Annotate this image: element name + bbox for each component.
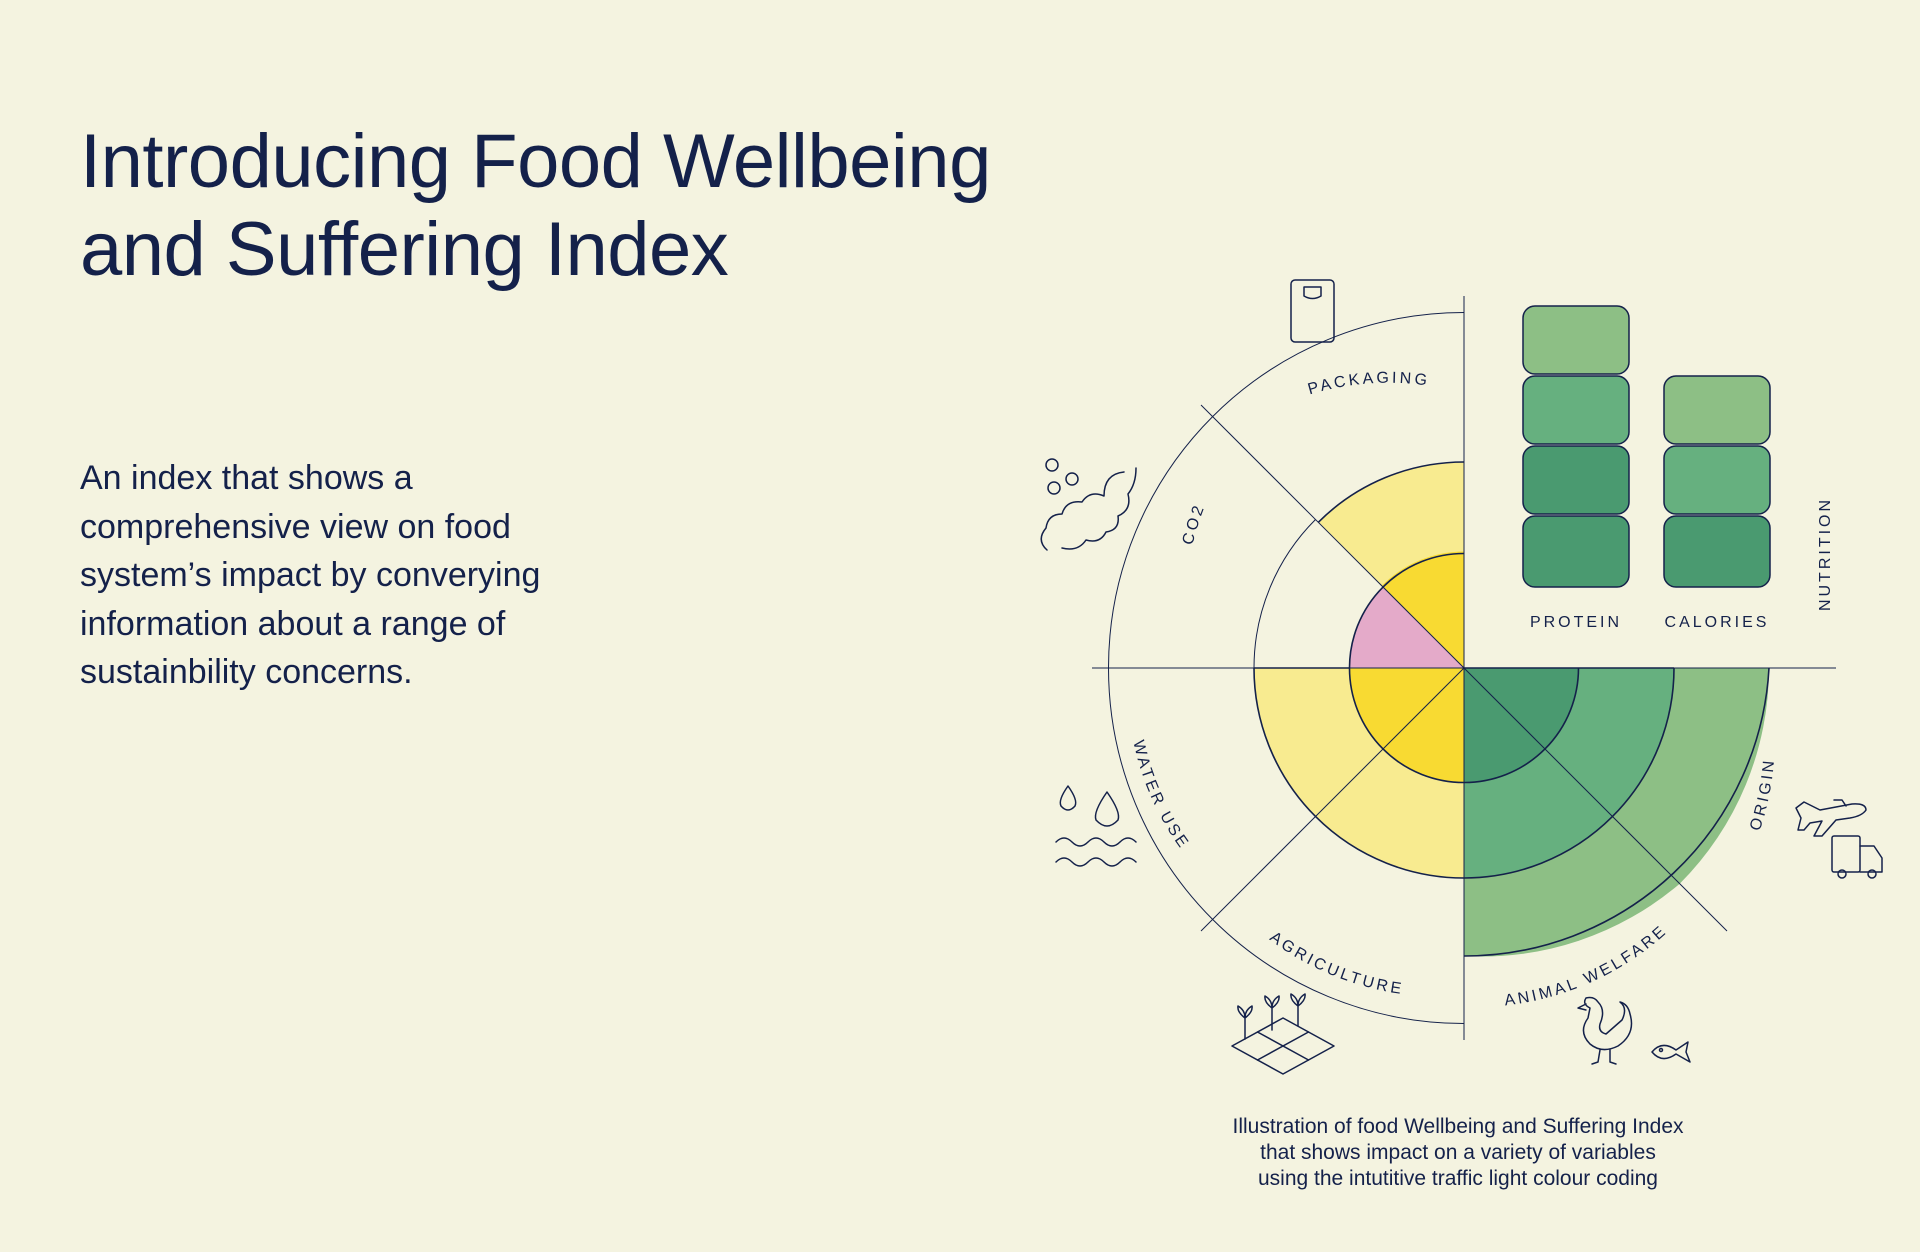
description: An index that shows a comprehensive view… — [80, 454, 640, 697]
co2-cloud-icon — [1040, 458, 1137, 551]
packaging-mid-wedge — [1381, 551, 1464, 668]
nutrition-label: NUTRITION — [1817, 497, 1834, 611]
protein-label: PROTEIN — [1530, 614, 1622, 631]
water-use-mid-wedge — [1349, 668, 1464, 749]
protein-block — [1522, 445, 1630, 515]
caption-line: Illustration of food Wellbeing and Suffe… — [1232, 1115, 1684, 1138]
title-line-1: Introducing Food Wellbeing — [80, 119, 991, 204]
agriculture-label: AGRICULTURE — [1267, 929, 1406, 998]
calories-block — [1663, 445, 1771, 515]
protein-block — [1522, 305, 1630, 375]
packaging-bag-icon — [1290, 279, 1335, 343]
wedge-fills — [1254, 462, 1770, 957]
animal-chicken-fish-icon — [1577, 996, 1691, 1065]
calories-bar — [1663, 375, 1771, 588]
description-line: system’s impact by converying — [80, 556, 541, 594]
description-line: sustainbility concerns. — [80, 653, 413, 691]
packaging-label: PACKAGING — [1306, 370, 1431, 399]
water-drops-icon — [1055, 785, 1137, 867]
page-title: Introducing Food Wellbeing and Suffering… — [80, 118, 1080, 294]
calories-block — [1663, 375, 1771, 445]
agriculture-mid-wedge — [1383, 668, 1464, 783]
co2-inner-wedge — [1349, 587, 1464, 668]
origin-inner-wedge — [1464, 668, 1579, 749]
description-line: comprehensive view on food — [80, 507, 511, 546]
title-line-2: and Suffering Index — [80, 207, 729, 292]
agriculture-field-icon — [1231, 993, 1335, 1075]
co2-label: CO2 — [1180, 501, 1209, 547]
caption-line: that shows impact on a variety of variab… — [1260, 1141, 1656, 1164]
water-use-label: WATER USE — [1129, 739, 1192, 854]
caption-line: using the intutitive traffic light colou… — [1257, 1167, 1658, 1190]
protein-block — [1522, 375, 1630, 445]
origin-plane-truck-icon — [1795, 799, 1883, 879]
calories-label: CALORIES — [1665, 614, 1770, 631]
animal-welfare-inner-wedge — [1464, 668, 1545, 783]
diagram-caption: Illustration of food Wellbeing and Suffe… — [1158, 1114, 1758, 1192]
wedge-outlines — [1092, 296, 1836, 1040]
protein-block — [1522, 515, 1630, 588]
description-line: information about a range of — [80, 604, 506, 643]
description-line: An index that shows a — [80, 459, 413, 497]
protein-bar — [1522, 305, 1630, 588]
calories-block — [1663, 515, 1771, 588]
